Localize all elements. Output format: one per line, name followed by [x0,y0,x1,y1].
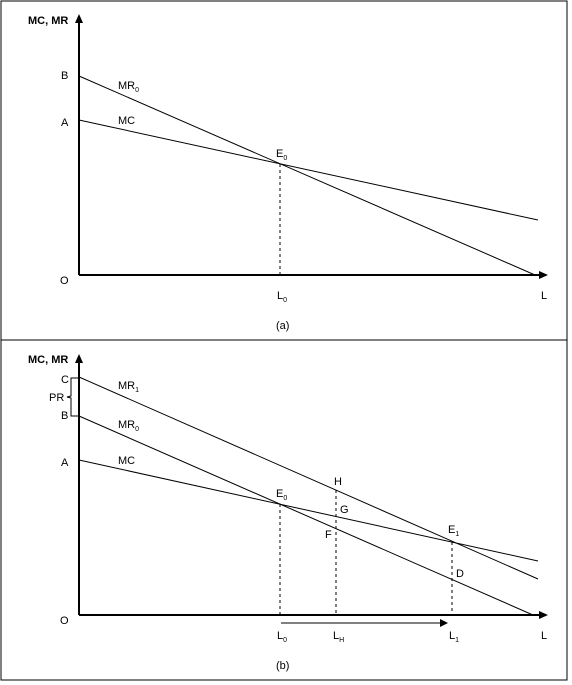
origin-label: O [60,615,69,627]
l1-tick-base: L [449,630,455,642]
mr1-curve [78,376,539,580]
y-axis-arrow [75,14,83,23]
y-axis-arrow [75,354,83,363]
x-axis-label: L [541,630,547,642]
panel-a-caption: (a) [276,320,289,332]
mr0-label-base: MR [118,80,135,92]
l0-tick-base: L [277,290,283,302]
pr-bracket [66,377,78,417]
mc-curve [78,459,539,562]
l0-tick-sub: 0 [283,297,287,304]
mr1-label-base: MR [118,380,135,392]
point-h-label: H [334,476,342,488]
e0-label: E0 [276,148,287,162]
lh-tick-base: L [333,630,339,642]
point-c-label: C [61,374,69,386]
lh-tick-label: LH [333,630,344,644]
point-g-label: G [340,504,349,516]
e0-label-sub: 0 [283,155,287,162]
point-b-label: B [61,410,68,422]
y-axis-title: MC, MR [28,15,68,27]
e0-label-base: E [276,148,283,160]
e0-label: E0 [276,488,287,502]
l1-tick-label: L1 [449,630,459,644]
x-axis-label: L [541,290,547,302]
mr0-label-sub: 0 [135,87,139,94]
mr0-label-sub: 0 [135,426,139,433]
point-d-label: D [456,568,464,580]
pr-label: PR [49,392,64,404]
point-a-label: A [61,457,69,469]
x-axis-arrow [539,611,548,619]
mr0-curve [78,415,534,616]
mr0-label: MR0 [118,80,139,94]
l0-tick-sub: 0 [283,637,287,644]
point-a-label: A [61,117,69,129]
panel-b: PR MC, MR C B A O MR1 MR0 MC E0 H G F E1… [28,354,548,672]
l0-tick-label: L0 [277,290,287,304]
mc-label: MC [118,115,135,127]
mr0-label: MR0 [118,419,139,433]
e1-label: E1 [448,524,459,538]
mc-curve [78,119,539,221]
point-b-label: B [61,70,68,82]
panel-a: MC, MR B A O MR0 MC E0 L0 L (a) [28,14,548,332]
y-axis-title: MC, MR [28,354,68,366]
panel-b-caption: (b) [276,660,289,672]
l0-tick-label: L0 [277,630,287,644]
l1-tick-sub: 1 [455,637,459,644]
l0-tick-base: L [277,630,283,642]
e1-label-base: E [448,524,455,536]
origin-label: O [60,275,69,287]
mc-label: MC [118,455,135,467]
mr1-label: MR1 [118,380,139,394]
lh-tick-sub: H [339,637,344,644]
mr1-label-sub: 1 [135,387,139,394]
e0-label-sub: 0 [283,495,287,502]
e0-label-base: E [276,488,283,500]
x-axis-arrow [539,271,548,279]
e1-label-sub: 1 [455,531,459,538]
point-f-label: F [325,529,332,541]
mr0-label-base: MR [118,419,135,431]
mr0-curve [78,75,536,276]
